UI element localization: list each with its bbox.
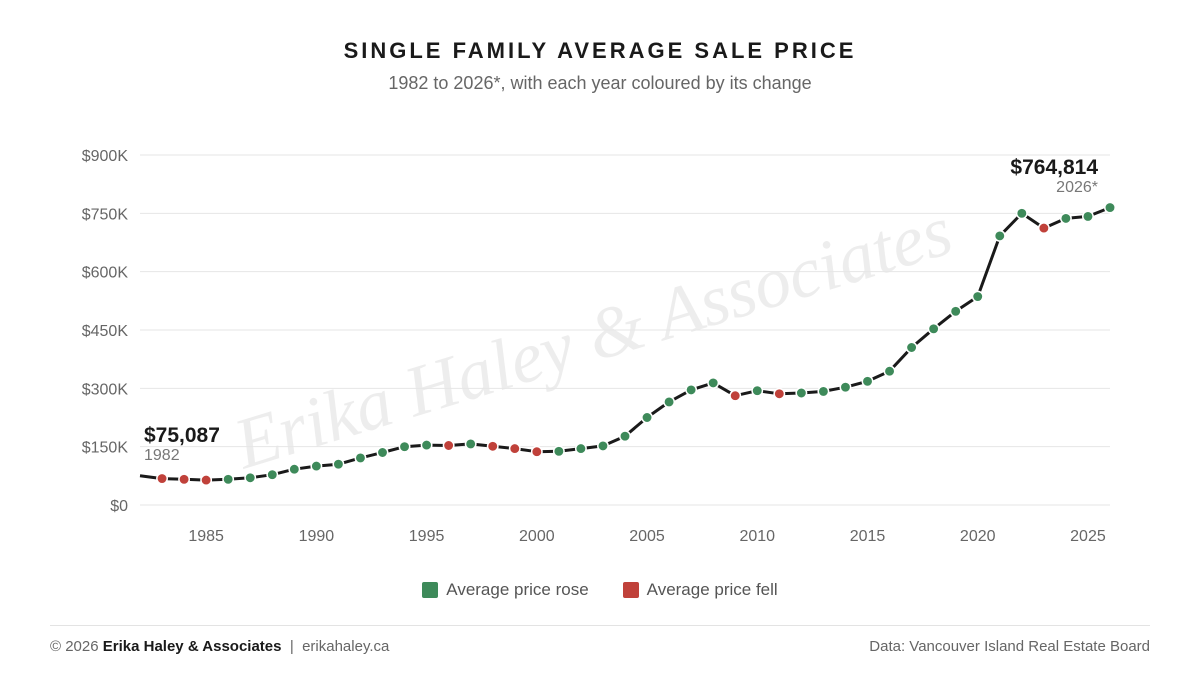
legend-swatch-rose (422, 582, 439, 598)
data-point (1015, 207, 1028, 220)
data-point (376, 446, 389, 459)
data-point (905, 341, 918, 354)
data-point (288, 463, 301, 476)
end-callout: $764,814 2026* (1010, 156, 1098, 196)
legend-item-fell: Average price fell (622, 580, 778, 600)
data-point (949, 305, 962, 318)
footer-divider (50, 625, 1150, 626)
data-point (1037, 222, 1050, 235)
x-tick-label: 1995 (409, 528, 445, 545)
data-point (751, 384, 764, 397)
chart-subtitle: 1982 to 2026*, with each year coloured b… (388, 73, 812, 93)
x-axis-ticks: 1985 1990 1995 2000 2005 2010 2015 2020 2025 (188, 528, 1106, 545)
data-point (927, 322, 940, 335)
data-point (332, 458, 345, 471)
data-point (1082, 210, 1094, 223)
footer-separator: | (289, 638, 294, 655)
chart-title: SINGLE FAMILY AVERAGE SALE PRICE (343, 38, 857, 63)
data-point (178, 473, 191, 486)
end-value-label: $764,814 (1010, 156, 1098, 179)
grid-lines (140, 154, 1110, 506)
data-point (398, 440, 411, 453)
data-point (266, 468, 279, 481)
legend-swatch-fell (622, 582, 639, 598)
x-tick-label: 2020 (960, 528, 996, 545)
data-point (663, 395, 676, 408)
y-tick-label: $150K (82, 440, 129, 457)
x-tick-label: 2000 (519, 528, 555, 545)
start-value-label: $75,087 (144, 424, 220, 447)
y-tick-label: $600K (82, 265, 129, 282)
data-point (597, 439, 609, 452)
data-point (574, 442, 587, 455)
x-tick-label: 2005 (629, 528, 665, 545)
x-tick-label: 1985 (188, 528, 224, 545)
data-point (773, 387, 786, 400)
data-point (795, 387, 808, 399)
data-point (354, 451, 367, 464)
y-axis-ticks: $0 $150K $300K $450K $600K $750K $900K (82, 148, 129, 515)
data-point (156, 472, 168, 485)
x-tick-label: 1990 (299, 528, 335, 545)
website-link[interactable]: erikahaley.ca (302, 638, 390, 655)
data-point (861, 375, 874, 388)
data-point (685, 383, 698, 396)
legend-label-fell: Average price fell (646, 580, 778, 599)
y-tick-label: $0 (110, 498, 128, 515)
data-point (839, 381, 852, 394)
footer-credits: © 2026 Erika Haley & Associates | erikah… (50, 638, 389, 655)
data-point (1059, 212, 1072, 225)
data-point (486, 440, 499, 453)
data-point (707, 376, 720, 389)
y-tick-label: $450K (82, 323, 129, 340)
data-point (442, 439, 455, 452)
data-point (619, 430, 631, 443)
data-point (222, 473, 235, 486)
data-point (244, 471, 257, 484)
data-points (156, 201, 1116, 487)
data-source: Data: Vancouver Island Real Estate Board (869, 638, 1150, 655)
y-tick-label: $900K (82, 148, 129, 165)
legend-item-rose: Average price rose (422, 580, 589, 600)
data-point (200, 474, 213, 487)
data-point (971, 290, 984, 303)
chart-legend: Average price rose Average price fell (0, 580, 1200, 600)
start-callout: $75,087 1982 (144, 424, 220, 464)
data-point (1104, 201, 1116, 214)
data-point (310, 460, 323, 473)
company-name: Erika Haley & Associates (102, 638, 282, 655)
data-point (993, 229, 1006, 242)
data-point (530, 445, 543, 458)
data-point (729, 389, 742, 402)
x-tick-label: 2010 (739, 528, 775, 545)
y-tick-label: $750K (82, 206, 129, 223)
start-year-label: 1982 (144, 447, 180, 464)
end-year-label: 2026* (1056, 179, 1098, 196)
legend-label-rose: Average price rose (446, 580, 589, 599)
data-point (552, 445, 565, 458)
x-tick-label: 2025 (1070, 528, 1106, 545)
line-chart: Erika Haley & Associates $0 $150K $300K $45… (82, 148, 1116, 545)
data-point (464, 437, 477, 450)
data-point (817, 385, 830, 398)
data-point (420, 439, 433, 452)
x-tick-label: 2015 (850, 528, 886, 545)
watermark-text: Erika Haley & Associates (224, 190, 960, 484)
data-point (883, 365, 896, 378)
y-tick-label: $300K (82, 381, 129, 398)
data-point (641, 411, 653, 424)
data-point (508, 442, 521, 455)
copyright-text: © 2026 (50, 638, 99, 655)
